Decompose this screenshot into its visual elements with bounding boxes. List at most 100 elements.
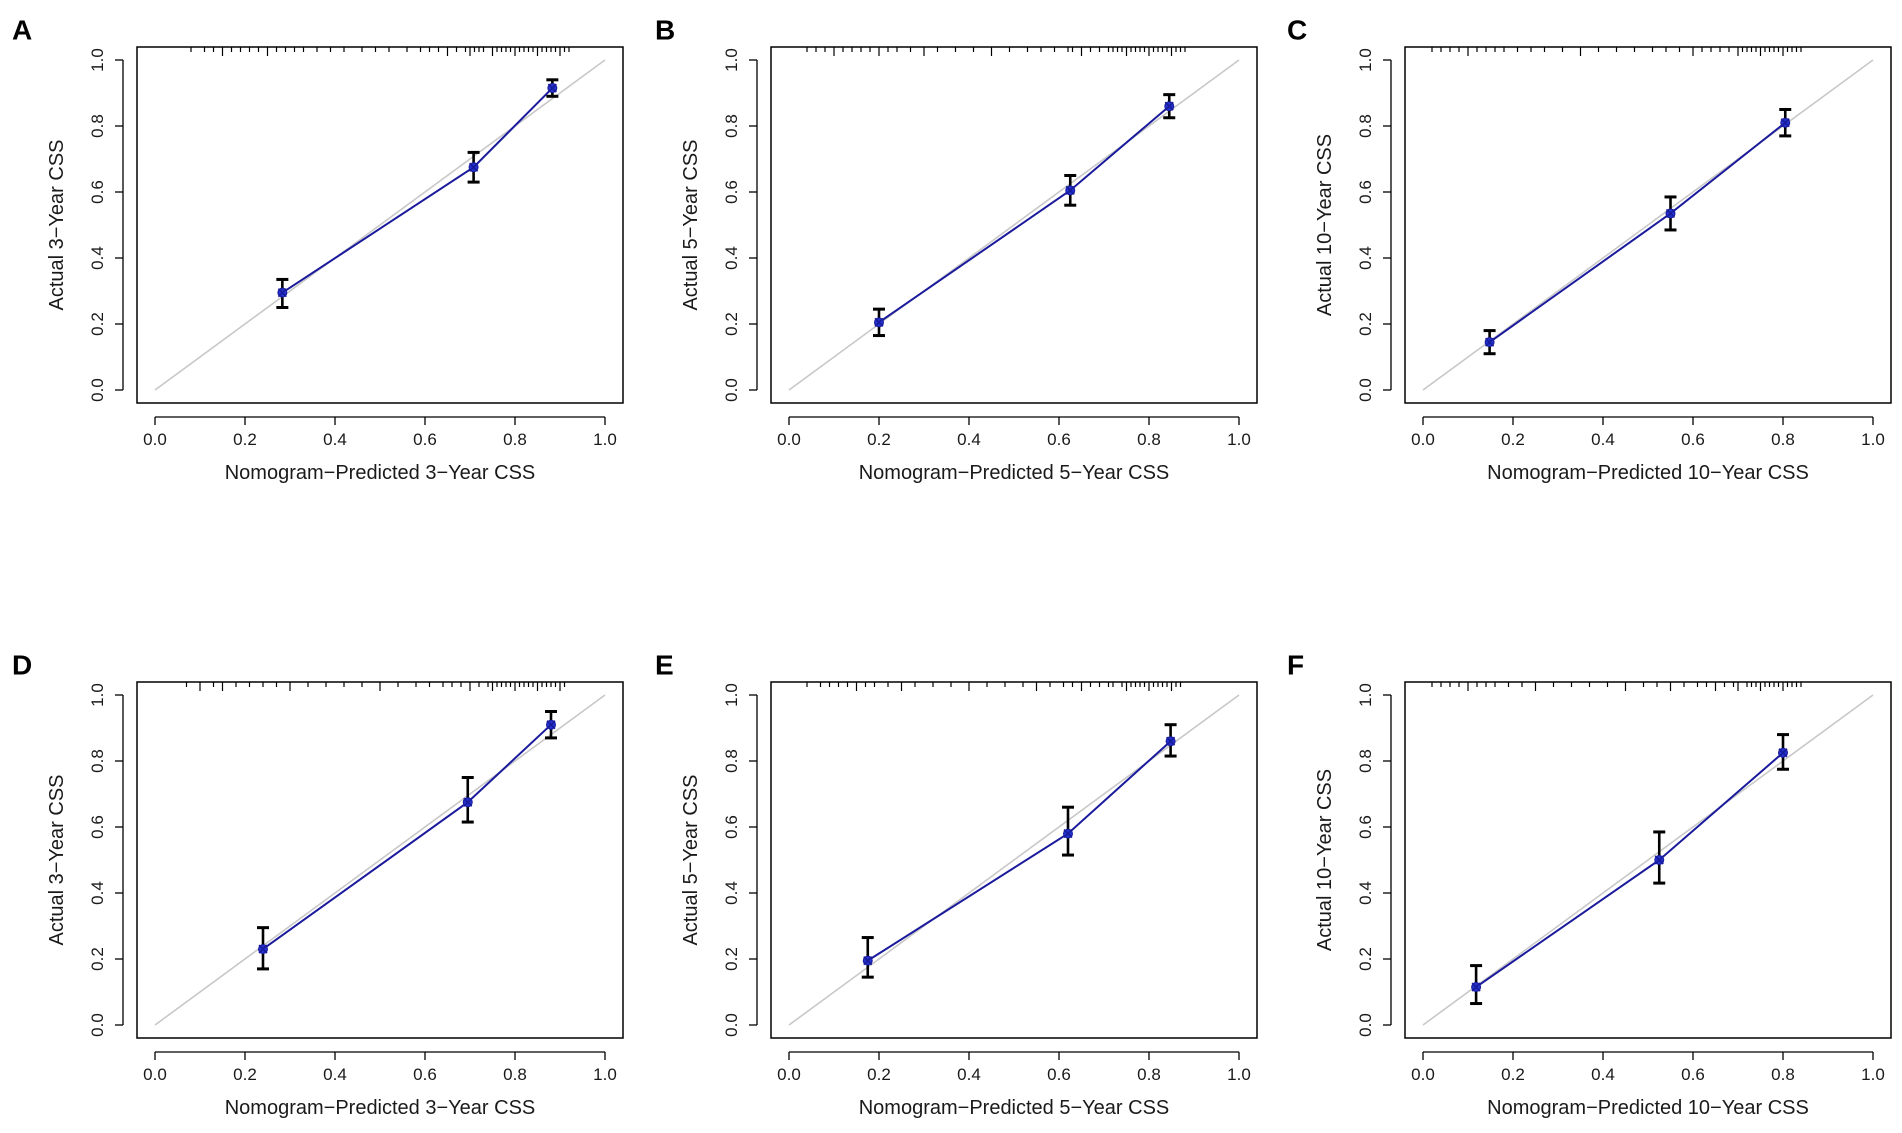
y-tick-label-d: 0.0: [88, 1013, 107, 1037]
y-tick-label-f: 0.2: [1356, 947, 1375, 971]
y-tick-label-a: 0.8: [88, 114, 107, 138]
observed-marker-f: [1654, 855, 1664, 865]
plot-frame-c: [1404, 46, 1892, 404]
y-tick-label-e: 0.8: [722, 749, 741, 773]
y-tick-label-c: 0.8: [1356, 114, 1375, 138]
x-tick-label-d: 1.0: [593, 1065, 617, 1084]
y-tick-label-b: 0.8: [722, 114, 741, 138]
observed-marker-e: [863, 956, 873, 966]
x-tick-label-d: 0.6: [413, 1065, 437, 1084]
y-tick-label-a: 0.4: [88, 246, 107, 270]
ideal-line-a: [154, 59, 606, 391]
y-tick-label-b: 0.4: [722, 246, 741, 270]
x-tick-label-d: 0.4: [323, 1065, 347, 1084]
x-axis-label-c: Nomogram−Predicted 10−Year CSS: [1487, 462, 1809, 484]
observed-marker-c: [1665, 208, 1676, 219]
y-tick-label-b: 0.0: [722, 378, 741, 402]
y-tick-label-f: 0.4: [1356, 881, 1375, 905]
y-axis-label-a: Actual 3−Year CSS: [46, 139, 68, 310]
y-tick-label-f: 0.6: [1356, 815, 1375, 839]
y-axis-label-d: Actual 3−Year CSS: [46, 774, 68, 945]
x-tick-label-e: 1.0: [1227, 1065, 1251, 1084]
observed-marker-b: [1065, 185, 1075, 195]
panel-a: A 0.0 0.2 0.4 0.6 0.8 1.0 0.0 0.2 0.4 0.6 0.8 1.0 Nom…: [12, 14, 624, 484]
x-tick-label-c: 0.0: [1411, 430, 1435, 449]
y-tick-label-e: 0.2: [722, 947, 741, 971]
x-tick-label-f: 0.6: [1681, 1065, 1705, 1084]
panel-e: E 0.0 0.2 0.4 0.6 0.8 1.0 0.0 0.2 0.4 0.6 0.8 1.0 Nom…: [655, 649, 1258, 1119]
y-tick-label-d: 0.6: [88, 815, 107, 839]
y-tick-label-b: 0.2: [722, 312, 741, 336]
x-tick-label-c: 0.8: [1771, 430, 1795, 449]
y-tick-label-a: 0.6: [88, 180, 107, 204]
x-axis-label-d: Nomogram−Predicted 3−Year CSS: [225, 1097, 536, 1119]
y-tick-label-e: 0.4: [722, 881, 741, 905]
observed-marker-b: [874, 317, 884, 327]
x-tick-label-b: 0.8: [1137, 430, 1161, 449]
y-tick-label-c: 0.6: [1356, 180, 1375, 204]
y-axis-label-e: Actual 5−Year CSS: [680, 774, 702, 945]
panel-letter-c: C: [1287, 14, 1307, 45]
observed-marker-a: [277, 288, 287, 298]
x-tick-label-b: 0.0: [777, 430, 801, 449]
y-tick-label-c: 0.4: [1356, 246, 1375, 270]
x-axis-label-a: Nomogram−Predicted 3−Year CSS: [225, 462, 536, 484]
x-tick-label-f: 1.0: [1861, 1065, 1885, 1084]
observed-marker-b: [1164, 101, 1174, 111]
y-tick-label-f: 1.0: [1356, 683, 1375, 707]
x-axis-label-b: Nomogram−Predicted 5−Year CSS: [859, 462, 1170, 484]
observed-marker-f: [1778, 748, 1788, 758]
ideal-line-e: [788, 694, 1240, 1026]
y-tick-label-e: 0.6: [722, 815, 741, 839]
x-tick-label-b: 1.0: [1227, 430, 1251, 449]
y-tick-label-c: 0.0: [1356, 378, 1375, 402]
x-tick-label-d: 0.2: [233, 1065, 257, 1084]
plot-frame-e: [770, 681, 1258, 1039]
x-tick-label-b: 0.6: [1047, 430, 1071, 449]
panel-c: C 0.0 0.2 0.4 0.6 0.8 1.0 0.0 0.2 0.4 0.6 0.8 1.0 Nom…: [1287, 14, 1892, 484]
x-tick-label-e: 0.4: [957, 1065, 981, 1084]
x-tick-label-a: 0.2: [233, 430, 257, 449]
x-tick-label-d: 0.0: [143, 1065, 167, 1084]
x-tick-label-b: 0.4: [957, 430, 981, 449]
x-tick-label-a: 0.0: [143, 430, 167, 449]
ideal-line-b: [788, 59, 1240, 391]
x-tick-label-f: 0.2: [1501, 1065, 1525, 1084]
y-tick-label-f: 0.8: [1356, 749, 1375, 773]
x-tick-label-a: 0.4: [323, 430, 347, 449]
x-tick-label-a: 0.6: [413, 430, 437, 449]
observed-marker-f: [1471, 982, 1481, 992]
panel-b: B 0.0 0.2 0.4 0.6 0.8 1.0 0.0 0.2 0.4 0.6 0.8 1.0 Nom…: [655, 14, 1258, 484]
ideal-line-d: [154, 694, 606, 1026]
x-tick-label-a: 1.0: [593, 430, 617, 449]
x-tick-label-a: 0.8: [503, 430, 527, 449]
observed-marker-d: [546, 720, 556, 730]
y-tick-label-d: 1.0: [88, 683, 107, 707]
x-tick-label-f: 0.8: [1771, 1065, 1795, 1084]
y-tick-label-a: 1.0: [88, 48, 107, 72]
observed-marker-e: [1063, 829, 1073, 839]
x-tick-label-e: 0.2: [867, 1065, 891, 1084]
observed-marker-a: [469, 162, 479, 172]
y-tick-label-d: 0.4: [88, 881, 107, 905]
y-tick-label-f: 0.0: [1356, 1013, 1375, 1037]
x-tick-label-d: 0.8: [503, 1065, 527, 1084]
panel-d: D 0.0 0.2 0.4 0.6 0.8 1.0 0.0 0.2 0.4 0.6 0.8 1.0 Nom…: [12, 649, 624, 1119]
y-tick-label-d: 0.2: [88, 947, 107, 971]
plot-frame-f: [1404, 681, 1892, 1039]
panel-letter-d: D: [12, 649, 32, 680]
x-tick-label-e: 0.6: [1047, 1065, 1071, 1084]
x-tick-label-c: 0.2: [1501, 430, 1525, 449]
x-tick-label-c: 1.0: [1861, 430, 1885, 449]
y-tick-label-e: 0.0: [722, 1013, 741, 1037]
y-axis-label-b: Actual 5−Year CSS: [680, 139, 702, 310]
plot-frame-b: [770, 46, 1258, 404]
y-tick-label-b: 1.0: [722, 48, 741, 72]
observed-marker-d: [463, 797, 473, 807]
y-tick-label-a: 0.0: [88, 378, 107, 402]
calibration-line-d: [262, 723, 552, 950]
panel-letter-f: F: [1287, 649, 1304, 680]
x-axis-label-f: Nomogram−Predicted 10−Year CSS: [1487, 1097, 1809, 1119]
x-tick-label-e: 0.8: [1137, 1065, 1161, 1084]
